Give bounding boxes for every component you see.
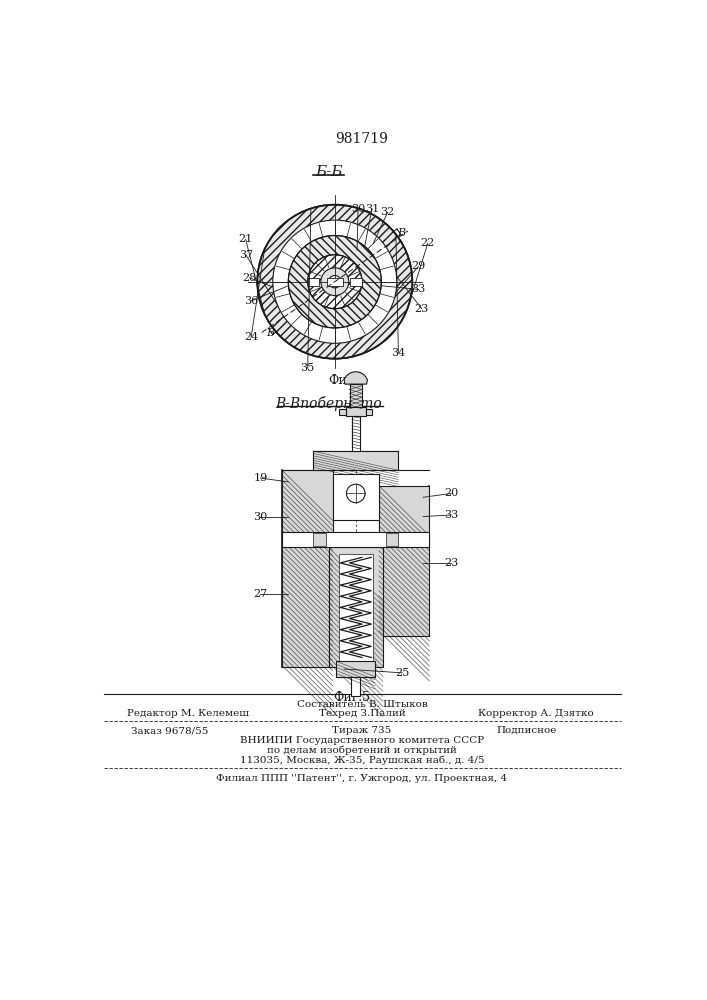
Ellipse shape [288, 235, 381, 328]
Bar [346, 407, 366, 416]
Text: 33: 33 [444, 510, 458, 520]
Bar [386, 533, 398, 546]
Ellipse shape [329, 276, 341, 288]
Bar [351, 278, 362, 286]
Text: по делам изобретений и открытий: по делам изобретений и открытий [267, 746, 457, 755]
Text: 23: 23 [414, 304, 428, 314]
Bar [332, 474, 379, 520]
Bar [337, 661, 375, 677]
Text: 25: 25 [395, 668, 409, 678]
Text: 32: 32 [380, 207, 395, 217]
Text: 21: 21 [238, 234, 253, 244]
Text: Тираж 735: Тираж 735 [332, 726, 392, 735]
Bar [308, 278, 320, 286]
Text: 37: 37 [239, 250, 253, 260]
Text: В: В [267, 328, 274, 338]
Text: 27: 27 [253, 589, 267, 599]
Bar [379, 486, 429, 636]
Text: 33: 33 [411, 284, 426, 294]
Bar [366, 409, 372, 415]
Text: ВНИИПИ Государственного комитета СССР: ВНИИПИ Государственного комитета СССР [240, 736, 484, 745]
Ellipse shape [321, 268, 349, 296]
Polygon shape [344, 372, 368, 384]
Text: Филиал ППП ''Патент'', г. Ужгород, ул. Проектная, 4: Филиал ППП ''Патент'', г. Ужгород, ул. П… [216, 774, 508, 783]
Text: Корректор А. Дзятко: Корректор А. Дзятко [479, 709, 594, 718]
Bar [313, 451, 398, 470]
Ellipse shape [273, 220, 397, 343]
Text: Б-Б: Б-Б [315, 165, 342, 179]
Bar [339, 554, 373, 661]
Bar [352, 416, 360, 451]
Text: 19: 19 [253, 473, 267, 483]
Text: 36: 36 [244, 296, 258, 306]
Text: Заказ 9678/55: Заказ 9678/55 [131, 726, 209, 735]
Text: 28: 28 [243, 273, 257, 283]
Text: 23: 23 [444, 558, 458, 568]
Bar [282, 532, 429, 547]
Ellipse shape [257, 205, 412, 359]
Bar [339, 409, 346, 415]
Text: Фиг.4: Фиг.4 [328, 374, 365, 387]
Text: В: В [397, 228, 406, 238]
Text: 981719: 981719 [336, 132, 388, 146]
Text: 35: 35 [300, 363, 315, 373]
Text: В-Впобернуто: В-Впобернуто [275, 396, 382, 411]
Bar [351, 677, 361, 696]
Text: 24: 24 [244, 332, 258, 342]
Bar [327, 278, 343, 286]
Text: Составитель В. Штыков: Составитель В. Штыков [296, 700, 427, 709]
Text: Редактор М. Келемеш: Редактор М. Келемеш [127, 709, 249, 718]
Bar [329, 547, 383, 667]
Bar [282, 470, 332, 667]
Text: 22: 22 [421, 238, 435, 248]
Text: 30: 30 [253, 512, 267, 522]
Text: 30: 30 [351, 204, 366, 214]
Text: 34: 34 [391, 348, 406, 358]
Bar [313, 533, 325, 546]
Text: Фиг.5: Фиг.5 [334, 691, 370, 704]
Bar [349, 384, 362, 407]
Text: 31: 31 [365, 204, 379, 214]
Ellipse shape [308, 255, 362, 309]
Text: 113035, Москва, Ж-35, Раушская наб., д. 4/5: 113035, Москва, Ж-35, Раушская наб., д. … [240, 756, 484, 765]
Text: Техред З.Палий: Техред З.Палий [319, 709, 405, 718]
Text: 29: 29 [411, 261, 426, 271]
Text: 20: 20 [444, 488, 458, 498]
Text: Подписное: Подписное [496, 726, 556, 735]
